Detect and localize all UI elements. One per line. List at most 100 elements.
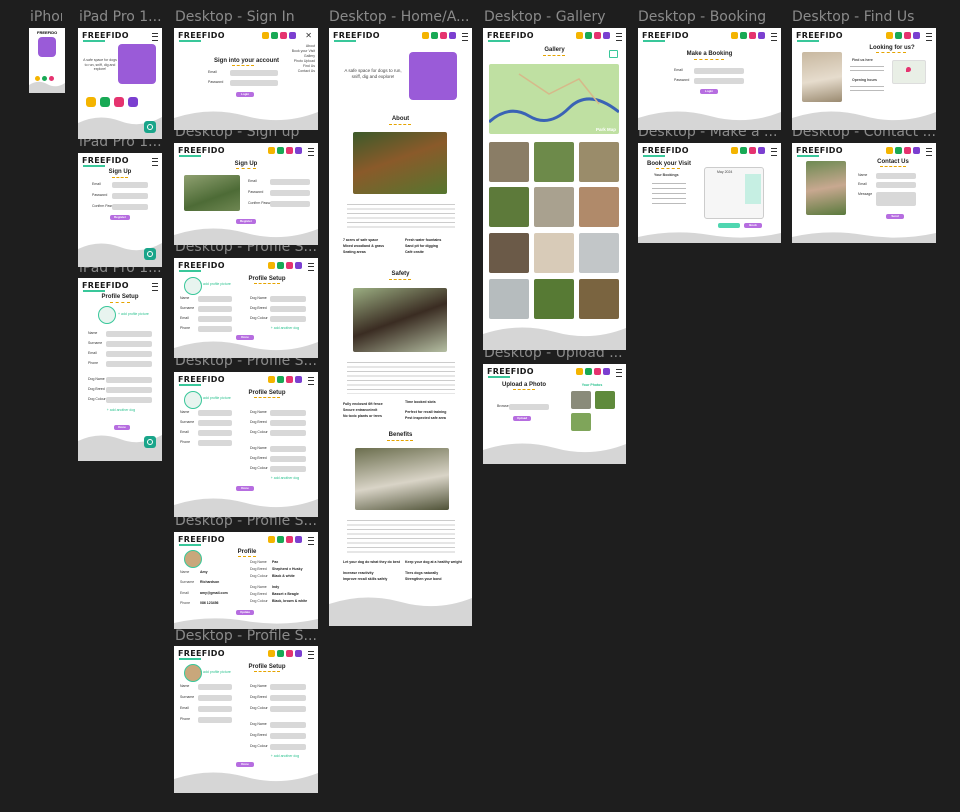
email-field[interactable]: Email [180, 430, 232, 436]
password-field[interactable]: Password [248, 190, 310, 196]
message-field[interactable]: Message [858, 192, 928, 206]
name-field[interactable]: Name [88, 331, 152, 337]
email-field[interactable]: Email [88, 351, 152, 357]
dog-breed-field-2[interactable]: Dog Breed [250, 456, 306, 462]
menu-about[interactable]: About [305, 44, 315, 48]
email-field[interactable]: Email [208, 70, 278, 76]
hamburger-icon[interactable] [308, 651, 314, 659]
dog-breed-field-2[interactable]: Dog Breed [250, 733, 306, 739]
avatar[interactable] [184, 664, 202, 682]
add-dog-link[interactable]: + add another dog [270, 754, 300, 758]
phone-field[interactable]: Phone [180, 326, 232, 332]
menu-book-visit[interactable]: Book your Visit [291, 49, 315, 53]
close-icon[interactable]: ✕ [305, 31, 312, 40]
dog-colour-field[interactable]: Dog Colour [250, 706, 306, 712]
signin-frame[interactable]: FREEFIDO ✕ Sign into your account Email … [174, 28, 318, 130]
camera-icon[interactable] [609, 50, 618, 58]
home-about-frame[interactable]: FREEFIDO A safe space for dogs to run, s… [329, 28, 472, 626]
password-field[interactable]: Password [674, 78, 744, 84]
hamburger-icon[interactable] [616, 369, 622, 377]
booking-frame[interactable]: FREEFIDO Make a Booking Email Password L… [638, 28, 781, 130]
surname-field[interactable]: Surname [180, 306, 232, 312]
profile-setup-1-frame[interactable]: FREEFIDO Profile Setup + add profile pic… [174, 258, 318, 358]
nav-icons[interactable] [260, 32, 296, 41]
password-field[interactable]: Password [208, 80, 278, 86]
hamburger-icon[interactable] [308, 537, 314, 545]
add-profile-picture-link[interactable]: + add profile picture [200, 282, 231, 286]
surname-field[interactable]: Surname [88, 341, 152, 347]
dog-breed-field[interactable]: Dog Breed [88, 387, 152, 393]
login-button[interactable]: Login [700, 89, 718, 94]
nav-icons[interactable] [574, 32, 610, 41]
dog-breed-field[interactable]: Dog Breed [250, 695, 306, 701]
hamburger-icon[interactable] [926, 148, 932, 156]
profile-setup-edit-frame[interactable]: FREEFIDO Profile Setup + add profile pic… [174, 646, 318, 793]
add-profile-picture-link[interactable]: + add profile picture [200, 670, 231, 674]
find-us-frame[interactable]: FREEFIDO Looking for us? Find us here Op… [792, 28, 936, 130]
time-slots[interactable] [745, 174, 761, 204]
hamburger-icon[interactable] [771, 148, 777, 156]
register-button[interactable]: Register [110, 215, 130, 220]
menu-find-us[interactable]: Find Us [302, 64, 315, 68]
email-field[interactable]: Email [180, 706, 232, 712]
avatar[interactable] [184, 391, 202, 409]
name-field[interactable]: Name [858, 173, 928, 179]
camera-fab-icon[interactable] [144, 121, 156, 133]
contact-frame[interactable]: FREEFIDO Contact Us Name Email Message S… [792, 143, 936, 243]
nav-icons[interactable] [266, 536, 302, 545]
dog-name-field[interactable]: Dog Name [88, 377, 152, 383]
menu-contact-us[interactable]: Contact Us [297, 69, 315, 73]
nav-icons[interactable] [884, 32, 920, 41]
upload-button[interactable]: Upload [513, 416, 531, 421]
gallery-photo[interactable] [579, 279, 619, 319]
book-slot-button[interactable] [718, 223, 740, 228]
surname-field[interactable]: Surname [180, 420, 232, 426]
password-field[interactable]: Password [92, 193, 150, 199]
nav-icons[interactable] [266, 650, 302, 659]
register-button[interactable]: Register [236, 219, 256, 224]
profile-setup-2-frame[interactable]: FREEFIDO Profile Setup + add profile pic… [174, 372, 318, 517]
gallery-photo[interactable] [489, 142, 529, 182]
nav-icons[interactable] [574, 368, 610, 377]
ipad-profile-frame[interactable]: FREEFIDO Profile Setup + add profile pic… [78, 278, 162, 461]
camera-fab-icon[interactable] [144, 436, 156, 448]
nav-icons[interactable] [266, 376, 302, 385]
gallery-photo[interactable] [579, 142, 619, 182]
name-field[interactable]: Name [180, 684, 232, 690]
dog-name-field-2[interactable]: Dog Name [250, 722, 306, 728]
phone-field[interactable]: Phone [180, 440, 232, 446]
name-field[interactable]: Name [180, 410, 232, 416]
done-button[interactable]: Done [114, 425, 130, 430]
book-visit-frame[interactable]: FREEFIDO Book your Visit Your Bookings M… [638, 143, 781, 243]
nav-icons[interactable] [266, 262, 302, 271]
menu-gallery[interactable]: Gallery [303, 54, 315, 58]
hamburger-icon[interactable] [152, 33, 158, 41]
email-field[interactable]: Email [248, 179, 310, 185]
confirm-password-field[interactable]: Confirm Password [248, 201, 310, 207]
hamburger-icon[interactable] [308, 377, 314, 385]
location-map[interactable] [892, 60, 926, 84]
email-field[interactable]: Email [858, 182, 928, 188]
email-field[interactable]: Email [674, 68, 744, 74]
book-button[interactable]: Book [744, 223, 762, 228]
dog-colour-field[interactable]: Dog Colour [250, 430, 306, 436]
gallery-photo[interactable] [489, 233, 529, 273]
upload-frame[interactable]: FREEFIDO Upload a Photo Your Photos Brow… [483, 364, 626, 464]
name-field[interactable]: Name [180, 296, 232, 302]
hamburger-icon[interactable] [308, 148, 314, 156]
send-button[interactable]: Send [886, 214, 904, 219]
phone-field[interactable]: Phone [88, 361, 152, 367]
profile-view-frame[interactable]: FREEFIDO Profile Name Amy Surname Richards… [174, 532, 318, 629]
ipad-signup-frame[interactable]: FREEFIDO Sign Up Email Password Confirm … [78, 153, 162, 267]
done-button[interactable]: Done [236, 762, 254, 767]
uploaded-photo[interactable] [571, 413, 591, 431]
gallery-photo[interactable] [534, 233, 574, 273]
gallery-photo[interactable] [489, 187, 529, 227]
dog-name-field[interactable]: Dog Name [250, 296, 306, 302]
add-profile-picture-link[interactable]: + add profile picture [200, 396, 231, 400]
hamburger-icon[interactable] [462, 33, 468, 41]
gallery-photo[interactable] [579, 187, 619, 227]
calendar[interactable]: May 2024 [704, 167, 764, 219]
nav-icons[interactable] [729, 147, 765, 156]
add-dog-link[interactable]: + add another dog [270, 476, 300, 480]
